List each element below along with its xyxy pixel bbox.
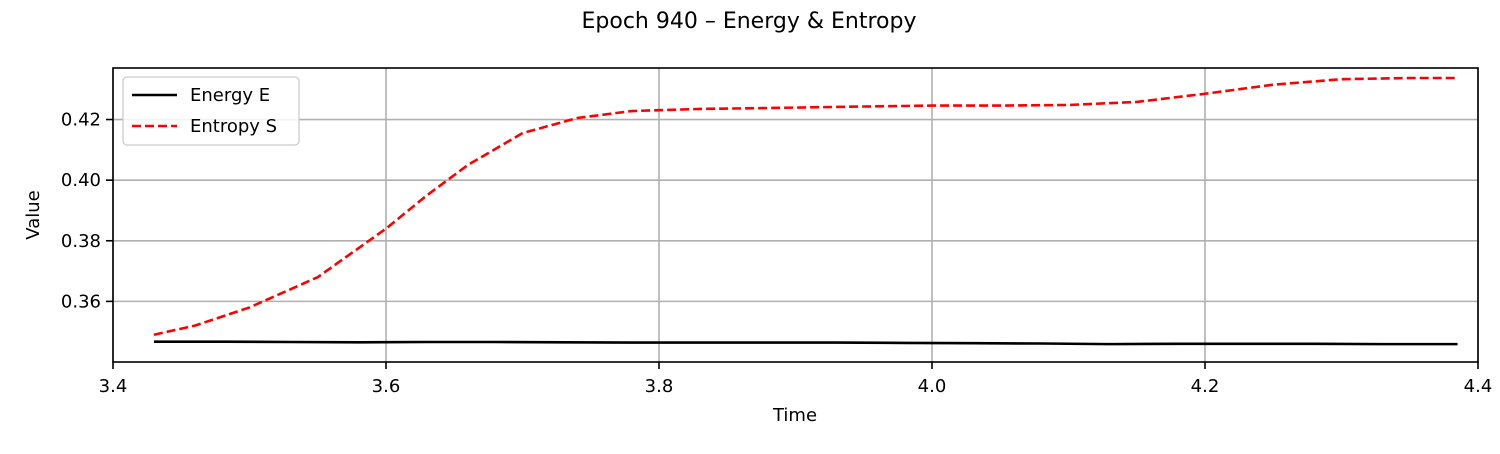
y-axis-label: Value (23, 190, 44, 239)
chart-title: Epoch 940 – Energy & Entropy (582, 9, 917, 34)
series-lines (153, 76, 1458, 346)
legend: Energy E Entropy S (122, 76, 300, 146)
legend-label-entropy: Entropy S (190, 116, 277, 137)
energy-series-line (153, 340, 1458, 346)
y-tick-label: 0.40 (61, 170, 101, 191)
x-axis-label: Time (772, 405, 817, 426)
grid-lines (112, 68, 1479, 362)
y-tick-label: 0.36 (61, 291, 101, 312)
x-tick-label: 4.0 (918, 376, 947, 397)
axes: 3.4 3.6 3.8 4.0 4.2 4.4 0.36 0.38 0.40 0.42 (61, 67, 1493, 397)
x-tick-label: 3.4 (99, 376, 128, 397)
y-tick-label: 0.42 (61, 110, 101, 131)
plot-frame (112, 67, 1479, 363)
x-tick-label: 3.6 (372, 376, 401, 397)
x-tick-label: 4.4 (1464, 376, 1493, 397)
entropy-series-line (153, 76, 1458, 336)
y-tick-label: 0.38 (61, 231, 101, 252)
x-tick-label: 4.2 (1191, 376, 1220, 397)
x-tick-label: 3.8 (645, 376, 674, 397)
legend-label-energy: Energy E (190, 85, 270, 106)
